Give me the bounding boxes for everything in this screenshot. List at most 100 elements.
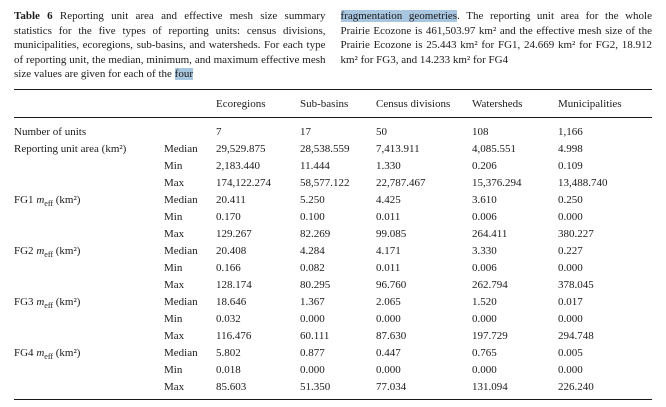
row-stat: Median bbox=[164, 193, 198, 206]
row-label bbox=[14, 259, 164, 276]
table-row: Min 0.166 0.082 0.011 0.006 0.000 bbox=[14, 259, 652, 276]
caption-left-text: Reporting unit area and effective mesh s… bbox=[14, 10, 326, 81]
row-stat: Max bbox=[164, 227, 185, 240]
cell-census-divisions: 22,787.467 bbox=[376, 176, 426, 189]
cell-watersheds: 108 bbox=[472, 125, 489, 138]
cell-municipalities: 380.227 bbox=[558, 227, 594, 240]
row-label: FG3 meff (km²) bbox=[14, 295, 81, 310]
row-stat: Median bbox=[164, 295, 198, 308]
table-row: Max 129.267 82.269 99.085 264.411 380.22… bbox=[14, 225, 652, 242]
row-label bbox=[14, 208, 164, 225]
cell-sub-basins: 82.269 bbox=[300, 227, 331, 240]
cell-municipalities: 0.005 bbox=[558, 346, 583, 359]
cell-sub-basins: 17 bbox=[300, 125, 311, 138]
cell-watersheds: 131.094 bbox=[472, 380, 508, 393]
cell-ecoregions: 85.603 bbox=[216, 380, 247, 393]
cell-ecoregions: 129.267 bbox=[216, 227, 252, 240]
table-row: FG3 meff (km²) Median 18.646 1.367 2.065… bbox=[14, 293, 652, 310]
table-row: Min 0.170 0.100 0.011 0.006 0.000 bbox=[14, 208, 652, 225]
cell-ecoregions: 5.802 bbox=[216, 346, 241, 359]
cell-sub-basins: 80.295 bbox=[300, 278, 331, 291]
table-header-row: Ecoregions Sub-basins Census divisions W… bbox=[14, 89, 652, 118]
header-watersheds: Watersheds bbox=[472, 89, 558, 118]
cell-watersheds: 262.794 bbox=[472, 278, 508, 291]
cell-ecoregions: 20.411 bbox=[216, 193, 246, 206]
cell-sub-basins: 60.111 bbox=[300, 329, 330, 342]
cell-watersheds: 0.765 bbox=[472, 346, 497, 359]
row-label: FG2 meff (km²) bbox=[14, 244, 81, 259]
header-municipalities: Municipalities bbox=[558, 89, 652, 118]
cell-sub-basins: 4.284 bbox=[300, 244, 325, 257]
cell-census-divisions: 50 bbox=[376, 125, 387, 138]
header-empty-stat bbox=[164, 89, 216, 118]
cell-watersheds: 0.006 bbox=[472, 261, 497, 274]
cell-census-divisions: 0.000 bbox=[376, 363, 401, 376]
table-row: Min 0.032 0.000 0.000 0.000 0.000 bbox=[14, 310, 652, 327]
cell-ecoregions: 174,122.274 bbox=[216, 176, 271, 189]
cell-watersheds: 0.000 bbox=[472, 312, 497, 325]
row-label bbox=[14, 276, 164, 293]
cell-municipalities: 0.227 bbox=[558, 244, 583, 257]
cell-ecoregions: 0.166 bbox=[216, 261, 241, 274]
cell-sub-basins: 0.877 bbox=[300, 346, 325, 359]
row-stat: Median bbox=[164, 346, 198, 359]
row-label: FG1 meff (km²) bbox=[14, 193, 81, 208]
cell-municipalities: 4.998 bbox=[558, 142, 583, 155]
table-row: Min 2,183.440 11.444 1.330 0.206 0.109 bbox=[14, 157, 652, 174]
row-label bbox=[14, 327, 164, 344]
cell-census-divisions: 0.447 bbox=[376, 346, 401, 359]
row-label: Number of units bbox=[14, 125, 87, 138]
cell-census-divisions: 87.630 bbox=[376, 329, 407, 342]
cell-sub-basins: 5.250 bbox=[300, 193, 325, 206]
caption-left-highlight: four bbox=[174, 68, 193, 81]
cell-census-divisions: 99.085 bbox=[376, 227, 407, 240]
table-row: FG4 meff (km²) Median 5.802 0.877 0.447 … bbox=[14, 344, 652, 361]
table-row: Number of units 7 17 50 108 1,166 bbox=[14, 117, 652, 140]
cell-sub-basins: 28,538.559 bbox=[300, 142, 350, 155]
caption-column-right: fragmentation geometries. The reporting … bbox=[340, 9, 652, 82]
row-stat: Min bbox=[164, 159, 183, 172]
row-label: Reporting unit area (km²) bbox=[14, 142, 127, 155]
cell-municipalities: 0.000 bbox=[558, 261, 583, 274]
cell-census-divisions: 0.011 bbox=[376, 261, 401, 274]
cell-ecoregions: 18.646 bbox=[216, 295, 247, 308]
table-row: Max 85.603 51.350 77.034 131.094 226.240 bbox=[14, 378, 652, 399]
cell-watersheds: 3.330 bbox=[472, 244, 497, 257]
cell-sub-basins: 0.100 bbox=[300, 210, 325, 223]
header-ecoregions: Ecoregions bbox=[216, 89, 300, 118]
cell-sub-basins: 51.350 bbox=[300, 380, 331, 393]
table-row: Max 116.476 60.111 87.630 197.729 294.74… bbox=[14, 327, 652, 344]
row-label: FG4 meff (km²) bbox=[14, 346, 81, 361]
cell-municipalities: 13,488.740 bbox=[558, 176, 608, 189]
row-stat: Max bbox=[164, 329, 185, 342]
row-stat: Max bbox=[164, 176, 185, 189]
row-stat: Min bbox=[164, 210, 183, 223]
cell-municipalities: 294.748 bbox=[558, 329, 594, 342]
table-row: Reporting unit area (km²) Median 29,529.… bbox=[14, 140, 652, 157]
cell-ecoregions: 2,183.440 bbox=[216, 159, 260, 172]
cell-census-divisions: 0.000 bbox=[376, 312, 401, 325]
cell-watersheds: 0.000 bbox=[472, 363, 497, 376]
cell-municipalities: 0.000 bbox=[558, 363, 583, 376]
cell-census-divisions: 77.034 bbox=[376, 380, 407, 393]
cell-sub-basins: 0.082 bbox=[300, 261, 325, 274]
cell-ecoregions: 29,529.875 bbox=[216, 142, 266, 155]
cell-municipalities: 0.250 bbox=[558, 193, 583, 206]
table-row: Max 128.174 80.295 96.760 262.794 378.04… bbox=[14, 276, 652, 293]
row-stat: Median bbox=[164, 142, 198, 155]
cell-census-divisions: 96.760 bbox=[376, 278, 407, 291]
cell-ecoregions: 7 bbox=[216, 125, 222, 138]
cell-sub-basins: 58,577.122 bbox=[300, 176, 350, 189]
cell-census-divisions: 7,413.911 bbox=[376, 142, 420, 155]
cell-watersheds: 4,085.551 bbox=[472, 142, 516, 155]
cell-watersheds: 3.610 bbox=[472, 193, 497, 206]
cell-ecoregions: 0.170 bbox=[216, 210, 241, 223]
row-stat: Median bbox=[164, 244, 198, 257]
row-label bbox=[14, 361, 164, 378]
summary-statistics-table: Ecoregions Sub-basins Census divisions W… bbox=[14, 88, 652, 400]
cell-watersheds: 197.729 bbox=[472, 329, 508, 342]
cell-watersheds: 0.206 bbox=[472, 159, 497, 172]
row-label bbox=[14, 225, 164, 242]
cell-municipalities: 0.000 bbox=[558, 210, 583, 223]
